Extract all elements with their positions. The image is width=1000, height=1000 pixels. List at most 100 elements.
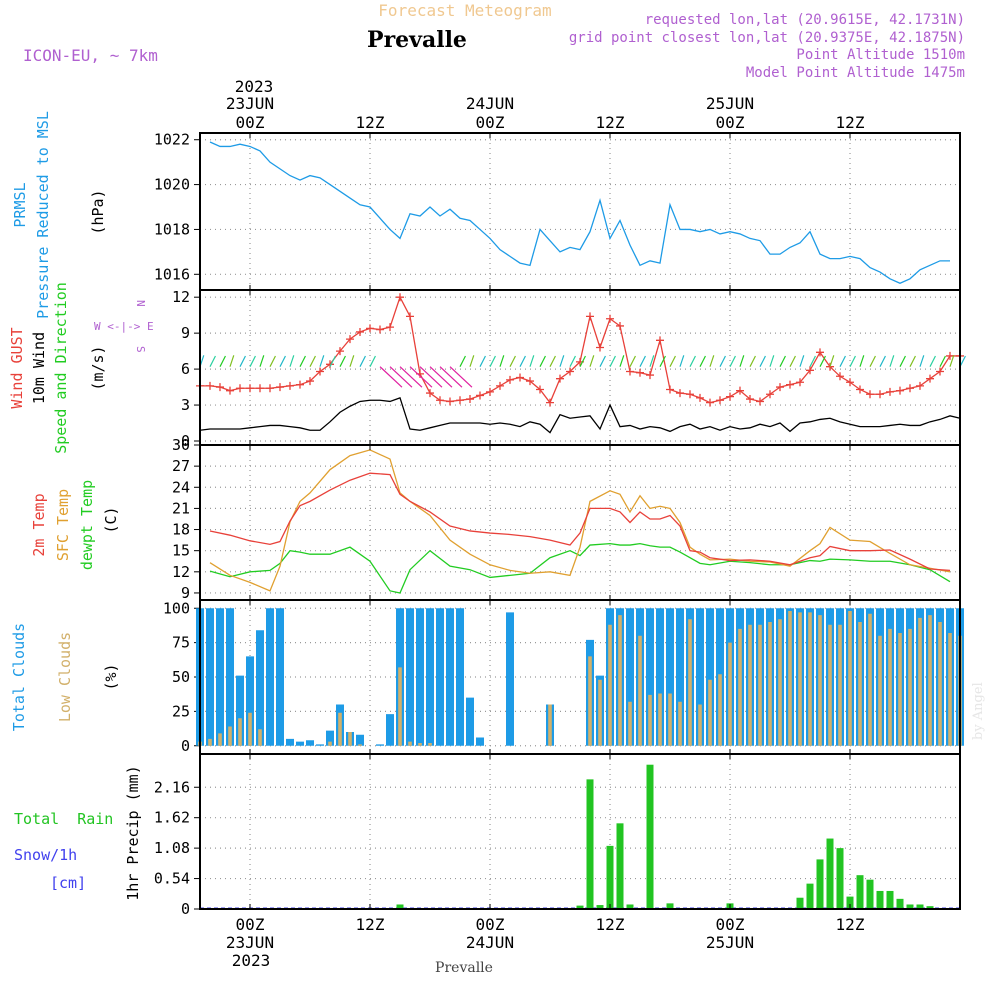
low-cloud-bar (668, 693, 672, 746)
wind-direction-arrow (899, 355, 906, 367)
y-tick-label: 1020 (154, 176, 190, 194)
gust-marker (376, 325, 384, 334)
total-cloud-bar (306, 740, 314, 746)
clouds-unit: (%) (102, 663, 120, 690)
top-time-label: 12Z (356, 113, 385, 132)
gust-marker (806, 366, 814, 375)
wind-direction-arrow (739, 355, 745, 367)
low-cloud-bar (798, 612, 802, 746)
gust-marker (856, 385, 864, 394)
total-cloud-bar (446, 608, 454, 746)
total-cloud-bar (656, 608, 664, 746)
total-cloud-bar (476, 737, 484, 746)
wind-direction-arrow (679, 355, 685, 367)
total-cloud-bar (706, 608, 714, 746)
total-cloud-bar (506, 612, 514, 746)
wind-direction-arrow (569, 355, 576, 367)
total-rain-label: Total Rain (14, 810, 113, 828)
gust-marker (286, 381, 294, 390)
y-tick-label: 75 (172, 634, 190, 652)
low-cloud-bar (408, 741, 412, 746)
rain-bar (896, 898, 904, 909)
gust-marker (466, 395, 474, 404)
low-cloud-bar (588, 656, 592, 746)
wind-direction-arrow (229, 355, 235, 367)
wind-direction-arrow (639, 355, 646, 367)
low-cloud-bar (208, 738, 212, 746)
rain-bar (796, 897, 804, 909)
wind-direction-arrow (649, 355, 655, 367)
gust-marker (666, 385, 674, 394)
top-time-label: 00Z (716, 113, 745, 132)
y-tick-label: 0 (181, 737, 190, 755)
gust-marker (646, 371, 654, 380)
total-cloud-bar (426, 608, 434, 746)
total-cloud-bar (236, 675, 244, 746)
wind-line (199, 397, 961, 434)
gust-marker (766, 390, 774, 399)
wind-direction-arrow (439, 366, 463, 388)
wind-direction-arrow (949, 355, 955, 367)
rain-bar (626, 904, 634, 909)
bottom-time-label: 12Z (836, 915, 865, 934)
gust-marker (846, 378, 854, 387)
bottom-time-label: 00Z (716, 915, 745, 934)
wind-direction-arrow (309, 355, 316, 367)
panel-border (199, 289, 961, 446)
bottom-date-label: 25JUN (706, 933, 754, 952)
rain-bar (806, 883, 814, 909)
temp-sfc-label: SFC Temp (54, 489, 72, 561)
gust-marker (896, 386, 904, 395)
low-cloud-bar (428, 743, 432, 746)
low-cloud-bar (658, 693, 662, 746)
y-tick-label: 100 (163, 599, 190, 617)
low-cloud-bar (828, 624, 832, 746)
wind-direction-arrow (369, 355, 376, 367)
model-label: ICON-EU, ~ 7km (23, 46, 158, 65)
total-cloud-bar (666, 608, 674, 746)
rain-bar (606, 845, 614, 909)
gust-marker (346, 335, 354, 344)
gust-marker (496, 381, 504, 390)
y-tick-label: 27 (172, 457, 190, 475)
gust-marker (606, 314, 614, 323)
snow-unit: [cm] (50, 874, 86, 892)
gust-marker (866, 390, 874, 399)
total-cloud-bar (466, 697, 474, 746)
gust-marker (876, 390, 884, 399)
bottom-year: 2023 (232, 951, 271, 970)
wind-direction-arrow (539, 355, 546, 367)
gust-marker (926, 374, 934, 383)
wind-gust-label: Wind GUST (8, 327, 26, 408)
y-tick-label: 30 (172, 436, 190, 454)
low-cloud-bar (638, 635, 642, 746)
y-tick-label: 24 (172, 478, 190, 496)
gust-marker (726, 392, 734, 401)
gust-marker (316, 367, 324, 376)
gust-marker (736, 386, 744, 395)
temp-dew-label: dewpt Temp (78, 480, 96, 570)
precip-panel: 0 0.54 1.08 1.62 2.16 (154, 753, 961, 918)
low-cloud-bar (778, 619, 782, 746)
bottom-time-label: 00Z (236, 915, 265, 934)
gust-marker (216, 383, 224, 392)
low-cloud-bar (418, 743, 422, 746)
gust-marker (906, 384, 914, 393)
wind-direction-arrow (849, 355, 856, 367)
total-cloud-bar (266, 608, 274, 746)
total-cloud-bar (696, 608, 704, 746)
wind-direction-arrow (619, 355, 625, 367)
y-tick-label: 9 (181, 584, 190, 602)
y-tick-label: 3 (181, 396, 190, 414)
clouds-panel: 0 25 50 75 100 (163, 599, 964, 755)
gust-marker (356, 327, 364, 336)
top-time-label: 12Z (596, 113, 625, 132)
wind-direction-arrow (789, 355, 796, 367)
low-cloud-bar (918, 617, 922, 746)
total-cloud-bar (316, 744, 324, 746)
total-cloud-bar (286, 738, 294, 746)
wind-direction-arrow (659, 355, 666, 367)
low-cloud-bar (898, 633, 902, 746)
low-cloud-bar (808, 612, 812, 746)
